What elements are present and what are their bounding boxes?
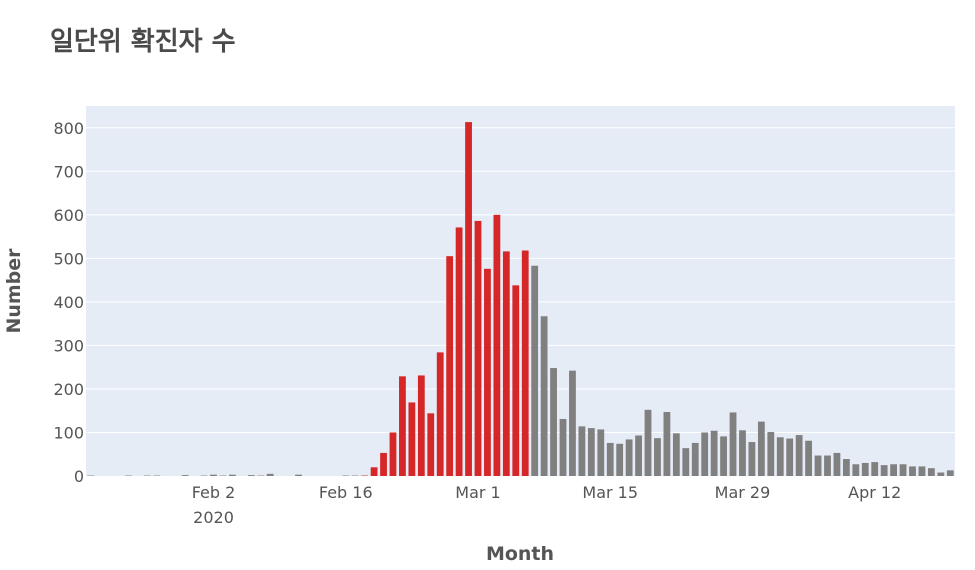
x-axis: Feb 2 2020 Feb 16 Mar 1 Mar 15 Mar 29 Apr 12 [192, 483, 902, 527]
bar [937, 472, 945, 476]
bar [776, 437, 784, 476]
bar [861, 462, 869, 476]
bar [871, 462, 879, 476]
y-tick-label: 400 [53, 293, 84, 312]
bar [578, 426, 586, 476]
bar [521, 250, 529, 476]
bar [210, 474, 217, 476]
bar [644, 409, 652, 476]
bar [720, 436, 727, 476]
y-axis-title: Number [3, 248, 25, 334]
bar [370, 467, 378, 476]
bar [465, 122, 472, 476]
bar [455, 227, 463, 476]
bar [247, 475, 255, 476]
bar [890, 464, 898, 476]
x-axis-title: Month [486, 543, 554, 565]
bar [710, 430, 718, 476]
bars [87, 122, 954, 476]
bar [880, 465, 888, 476]
x-tick-label: Mar 15 [582, 483, 638, 502]
bar [587, 428, 595, 476]
bar [739, 430, 746, 476]
bar [389, 432, 397, 476]
x-tick-label: Mar 29 [715, 483, 771, 502]
bar [616, 443, 624, 476]
bar [474, 220, 482, 476]
y-tick-label: 500 [53, 249, 84, 268]
bar [229, 474, 236, 476]
bar [446, 256, 454, 476]
bar [417, 375, 425, 476]
bar [380, 452, 387, 476]
bar [493, 214, 501, 476]
bar [436, 352, 444, 476]
bar [625, 439, 633, 476]
gridlines [86, 127, 955, 433]
bar [805, 440, 812, 476]
bar [691, 442, 699, 476]
bar [757, 421, 765, 476]
bar [767, 432, 775, 476]
bar [606, 442, 614, 476]
bar [795, 435, 803, 476]
bar [427, 413, 435, 476]
bar [181, 475, 189, 476]
bar [550, 368, 557, 476]
bar [899, 464, 907, 476]
bar [569, 370, 576, 476]
bar [824, 455, 831, 476]
bar [833, 452, 841, 476]
bar [654, 438, 661, 476]
bar [559, 418, 567, 476]
bar [540, 316, 548, 476]
bar [663, 412, 671, 476]
plot-area [86, 106, 955, 476]
bar [918, 466, 926, 476]
chart-title: 일단위 확진자 수 [50, 27, 236, 57]
y-tick-label: 0 [74, 467, 84, 486]
bar [927, 468, 935, 476]
x-tick-label: Mar 1 [455, 483, 500, 502]
bar [729, 412, 737, 476]
bar [786, 438, 794, 476]
x-tick-label: Apr 12 [848, 483, 901, 502]
x-tick-label: Feb 16 [319, 483, 373, 502]
bar [682, 448, 690, 476]
x-tick-label: Feb 2 [192, 483, 236, 502]
bar [748, 442, 756, 476]
bar [597, 429, 605, 476]
bar [502, 251, 510, 476]
y-tick-label: 600 [53, 206, 84, 225]
bar [531, 265, 539, 476]
x-tick-year-label: 2020 [193, 508, 234, 527]
y-axis: 0 100 200 300 400 500 600 700 800 [53, 119, 84, 486]
bar [512, 285, 520, 476]
bar [672, 433, 680, 476]
bar [701, 432, 709, 476]
bar [852, 464, 860, 476]
bar [266, 473, 274, 476]
bar [814, 455, 822, 476]
y-tick-label: 700 [53, 162, 84, 181]
bar [484, 268, 491, 476]
bar [295, 474, 302, 476]
bar [842, 459, 850, 476]
bar [635, 435, 642, 476]
y-tick-label: 800 [53, 119, 84, 138]
bar [408, 402, 416, 476]
bar [399, 376, 406, 476]
bar [909, 466, 916, 476]
y-tick-label: 300 [53, 336, 84, 355]
y-tick-label: 200 [53, 380, 84, 399]
y-tick-label: 100 [53, 423, 84, 442]
bar [946, 470, 954, 476]
